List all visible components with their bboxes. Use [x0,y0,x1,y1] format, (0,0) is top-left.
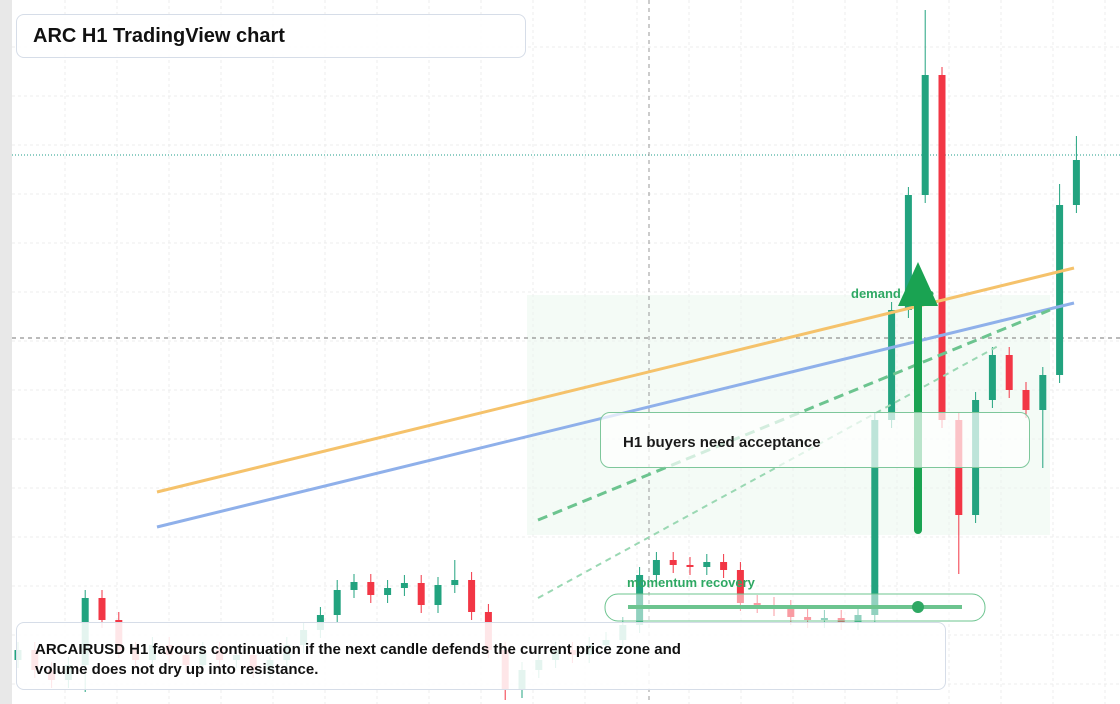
candle-body [434,585,442,605]
candle-body [98,598,106,620]
candle-body [686,565,694,567]
candle-body [736,570,744,603]
candle-body [921,75,929,195]
candle-body [669,560,677,565]
candle-body [367,582,375,595]
candle-body [652,560,660,575]
candle-body [417,583,425,605]
candle-body [988,355,996,400]
candle-body [888,310,896,420]
demand-label: demand zone [851,286,935,301]
candle-body [1056,205,1064,375]
candle-body [400,583,408,588]
left-edge [0,0,12,704]
candle-body [1022,390,1030,410]
candle-body [350,582,358,590]
candle-body [787,608,795,617]
candle-body [1039,375,1047,410]
candle-body [804,617,812,620]
candle-body [854,615,862,622]
candle-body [451,580,459,585]
candle-body [820,618,828,620]
candle-body [904,195,912,310]
candle-body [468,580,476,612]
callout: H1 buyers need acceptance [600,412,1030,468]
chart-title: ARC H1 TradingView chart [16,14,526,58]
note-box: ARCAIRUSD H1 favours continuation if the… [16,622,946,690]
candle-body [1072,160,1080,205]
candle-body [720,562,728,570]
candle-body [753,603,761,605]
candle-body [1005,355,1013,390]
momentum-label: momentum recovery [627,575,755,590]
candle-body [938,75,946,420]
candle-body [384,588,392,595]
candle-body [770,605,778,608]
candle-body [333,590,341,615]
candle-body [871,420,879,615]
candle-body [703,562,711,567]
note-text: ARCAIRUSD H1 favours continuation if the… [35,641,681,678]
